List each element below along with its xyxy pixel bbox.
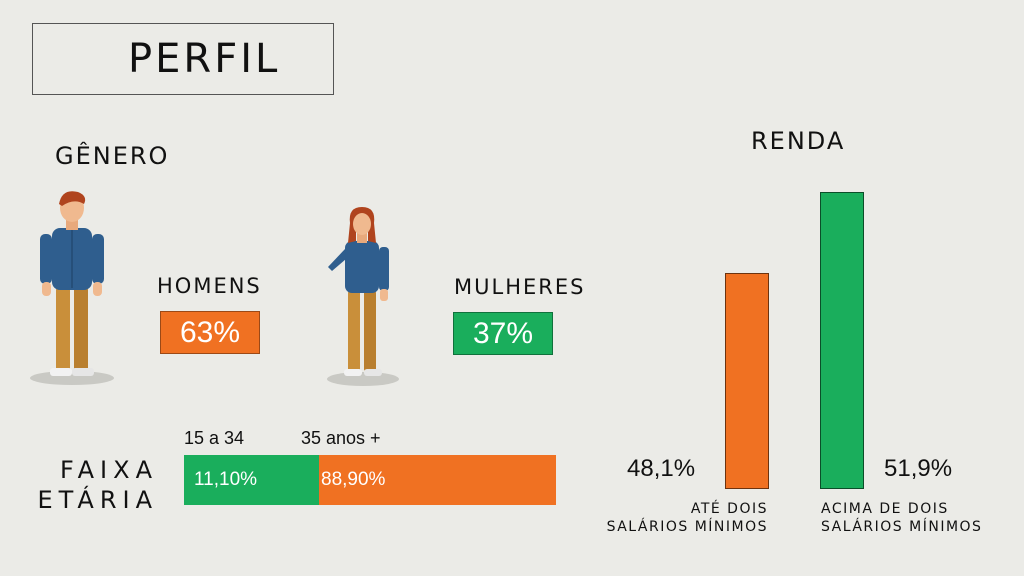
renda-caption-2-line1: ACIMA DE DOIS xyxy=(821,501,949,517)
faixa-etaria-label-line1: FAIXA xyxy=(60,456,158,484)
renda-caption-1: ATÉ DOIS SALÁRIOS MÍNIMOS xyxy=(568,500,768,536)
renda-caption-2: ACIMA DE DOIS SALÁRIOS MÍNIMOS xyxy=(821,500,1021,536)
homens-percent-box: 63% xyxy=(160,311,260,354)
renda-caption-1-line1: ATÉ DOIS xyxy=(690,501,768,517)
renda-value-1: 48,1% xyxy=(627,455,696,482)
age-bar-data-label-1: 11,10% xyxy=(194,469,258,490)
renda-value-2: 51,9% xyxy=(884,455,953,482)
page-title: PERFIL xyxy=(128,36,281,82)
title-box: PERFIL xyxy=(32,23,334,95)
age-stacked-bar: 11,10% 88,90% xyxy=(184,455,556,505)
renda-caption-2-line2: SALÁRIOS MÍNIMOS xyxy=(821,519,983,535)
age-bar-segment-35-plus: 88,90% xyxy=(319,455,556,505)
renda-bar-ate-dois xyxy=(725,273,769,489)
renda-label: RENDA xyxy=(751,127,846,155)
age-bar-data-label-2: 88,90% xyxy=(321,469,386,490)
mulheres-label: MULHERES xyxy=(454,275,586,299)
man-illustration-icon xyxy=(30,191,114,385)
genero-label: GÊNERO xyxy=(55,142,170,170)
age-category-label-1: 15 a 34 xyxy=(184,428,245,448)
age-category-label-2: 35 anos + xyxy=(301,428,381,448)
faixa-etaria-label-line2: ETÁRIA xyxy=(37,486,158,514)
homens-label: HOMENS xyxy=(157,274,262,298)
renda-bar-acima-de-dois xyxy=(820,192,864,489)
woman-illustration-icon xyxy=(327,207,399,386)
renda-caption-1-line2: SALÁRIOS MÍNIMOS xyxy=(606,519,768,535)
faixa-etaria-label: FAIXA ETÁRIA xyxy=(30,455,158,515)
age-bar-segment-15-34: 11,10% xyxy=(184,455,319,505)
mulheres-percent-box: 37% xyxy=(453,312,553,355)
